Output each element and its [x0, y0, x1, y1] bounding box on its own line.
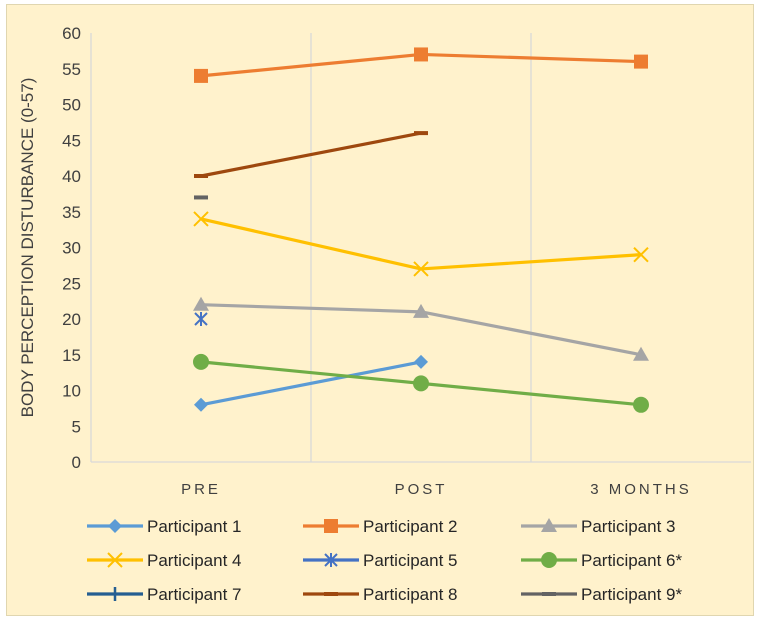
y-tick-label: 50: [62, 96, 81, 115]
data-point-marker: [107, 552, 123, 568]
series-participant-6: [193, 353, 649, 413]
data-point-marker: [193, 353, 209, 370]
y-tick-label: 10: [62, 382, 81, 401]
legend-item: Participant 1: [87, 517, 242, 536]
legend-item: Participant 5: [303, 551, 458, 570]
data-point-marker: [413, 303, 429, 318]
x-category-label: 3 MONTHS: [590, 481, 692, 498]
data-point-marker: [194, 68, 208, 83]
y-tick-label: 30: [62, 239, 81, 258]
gridlines: [310, 33, 532, 462]
legend-label: Participant 4: [147, 551, 242, 570]
data-point-marker: [108, 519, 122, 533]
data-point-marker: [324, 592, 338, 596]
data-point-marker: [194, 195, 208, 200]
legend-item: Participant 2: [303, 517, 458, 536]
legend-item: Participant 9*: [521, 585, 682, 604]
data-point-marker: [193, 211, 209, 227]
legend-label: Participant 1: [147, 517, 242, 536]
data-point-marker: [633, 346, 649, 361]
legend-label: Participant 8: [363, 585, 458, 604]
series-participant-2: [194, 47, 648, 83]
axes: 0 5 10 15 20 25 30 35 40 45 50 55 60 PRE POST 3 MONTHS: [62, 24, 751, 498]
data-point-marker: [414, 131, 428, 136]
legend-label: Participant 9*: [581, 585, 682, 604]
data-point-marker: [414, 354, 428, 369]
legend-label: Participant 6*: [581, 551, 682, 570]
y-tick-label: 25: [62, 274, 81, 293]
data-point-marker: [414, 47, 428, 62]
x-category-label: POST: [395, 481, 448, 498]
data-point-marker: [194, 312, 208, 326]
data-point-marker: [193, 296, 209, 311]
series-participant-9: [194, 195, 208, 200]
legend-label: Participant 7: [147, 585, 242, 604]
legend-label: Participant 5: [363, 551, 458, 570]
legend-item: Participant 3: [521, 517, 676, 536]
y-tick-label: 55: [62, 60, 81, 79]
legend-item: Participant 7: [87, 585, 242, 604]
y-tick-label: 15: [62, 346, 81, 365]
data-point-marker: [324, 519, 338, 533]
y-tick-label: 60: [62, 24, 81, 43]
series-lines: [193, 47, 649, 413]
y-tick-label: 20: [62, 310, 81, 329]
series-participant-1: [194, 354, 428, 412]
data-point-marker: [541, 518, 557, 532]
series-participant-4: [193, 211, 649, 277]
legend-label: Participant 3: [581, 517, 676, 536]
series-participant-3: [193, 296, 649, 361]
y-tick-label: 35: [62, 203, 81, 222]
y-tick-label: 45: [62, 131, 81, 150]
series-line: [200, 360, 422, 407]
y-tick-label: 40: [62, 167, 81, 186]
legend-label: Participant 2: [363, 517, 458, 536]
data-point-marker: [194, 174, 208, 178]
data-point-marker: [324, 553, 338, 567]
data-point-marker: [542, 592, 556, 596]
series-line: [200, 131, 422, 178]
series-participant-5: [194, 312, 208, 326]
data-point-marker: [634, 54, 648, 69]
legend: Participant 1 Participant 2 Participant 3 P…: [87, 517, 682, 604]
data-point-marker: [413, 375, 429, 392]
data-point-marker: [633, 396, 649, 413]
data-point-marker: [541, 552, 557, 568]
series-participant-8: [194, 131, 428, 178]
chart-panel: 0 5 10 15 20 25 30 35 40 45 50 55 60 PRE POST 3 MONTHS …: [6, 4, 754, 616]
data-point-marker: [413, 261, 429, 277]
data-point-marker: [194, 397, 208, 412]
y-axis-title: BODY PERCEPTION DISTURBANCE (0-57): [18, 78, 37, 418]
legend-item: Participant 6*: [521, 551, 682, 570]
data-point-marker: [633, 246, 649, 263]
y-tick-label: 0: [72, 453, 81, 472]
legend-item: Participant 8: [303, 585, 458, 604]
y-tick-label: 5: [72, 417, 81, 436]
series-line: [200, 217, 642, 271]
x-category-label: PRE: [181, 481, 221, 498]
legend-item: Participant 4: [87, 551, 242, 570]
